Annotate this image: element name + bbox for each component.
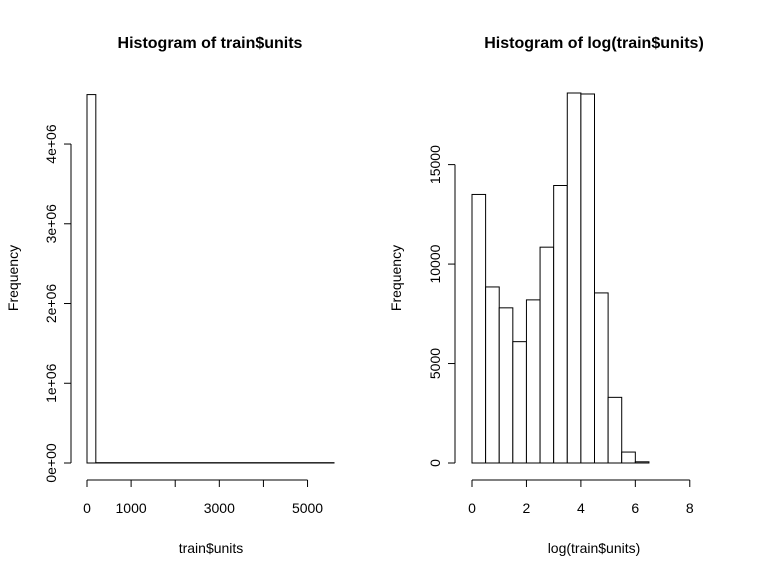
histogram-bar	[539, 246, 555, 464]
panel-2-title: Histogram of log(train$units)	[484, 35, 704, 52]
panel-1-x-axis: 0 1000 3000 5000	[83, 479, 323, 516]
histogram-bar	[512, 341, 527, 464]
panel-1-title: Histogram of train$units	[118, 35, 303, 52]
histogram-bar	[553, 185, 568, 464]
y-tick-label: 0	[427, 459, 443, 467]
histogram-bar	[525, 299, 541, 464]
y-tick-label: 15000	[427, 145, 443, 184]
histogram-bar	[485, 286, 500, 464]
y-tick-label: 3e+06	[43, 204, 59, 244]
y-tick-label: 2e+06	[43, 284, 59, 324]
x-tick-label: 4	[577, 500, 585, 516]
histogram-bar	[498, 307, 514, 464]
x-tick-label: 0	[83, 500, 91, 516]
panel-1-y-axis-label: Frequency	[5, 245, 21, 311]
y-tick-label: 1e+06	[43, 363, 59, 403]
histogram-bar	[594, 292, 609, 464]
histogram-bar	[471, 193, 487, 464]
histogram-bar	[621, 451, 636, 464]
panel-2-bars	[471, 92, 650, 464]
panel-1-x-axis-label: train$units	[179, 540, 244, 556]
panel-2-x-axis-label: log(train$units)	[548, 540, 641, 556]
x-tick-label: 2	[523, 500, 531, 516]
y-tick-label: 4e+06	[43, 124, 59, 164]
histogram-bar	[580, 93, 596, 464]
panel-1-y-axis: 0e+00 1e+06 2e+06 3e+06 4e+06	[43, 124, 72, 483]
x-tick-label: 6	[631, 500, 639, 516]
x-tick-label: 8	[686, 500, 694, 516]
histogram-bar	[634, 461, 650, 464]
x-tick-label: 5000	[292, 500, 323, 516]
histogram-bar	[86, 94, 97, 464]
panel-2-y-axis-label: Frequency	[388, 245, 404, 311]
histogram-bar	[607, 396, 623, 464]
panel-2-y-axis: 0 5000 10000 15000	[427, 145, 456, 467]
x-tick-label: 3000	[204, 500, 235, 516]
y-tick-label: 10000	[427, 244, 443, 283]
y-tick-label: 0e+00	[43, 443, 59, 483]
panel-1: Histogram of train$units train$units Fre…	[5, 35, 335, 556]
panel-2: Histogram of log(train$units) log(train$…	[388, 35, 704, 556]
panel-1-bars	[86, 94, 335, 464]
histogram-bar	[566, 92, 582, 464]
x-tick-label: 0	[468, 500, 476, 516]
panel-2-x-axis: 0 2 4 6 8	[468, 479, 694, 516]
x-tick-label: 1000	[116, 500, 147, 516]
y-tick-label: 5000	[427, 348, 443, 379]
